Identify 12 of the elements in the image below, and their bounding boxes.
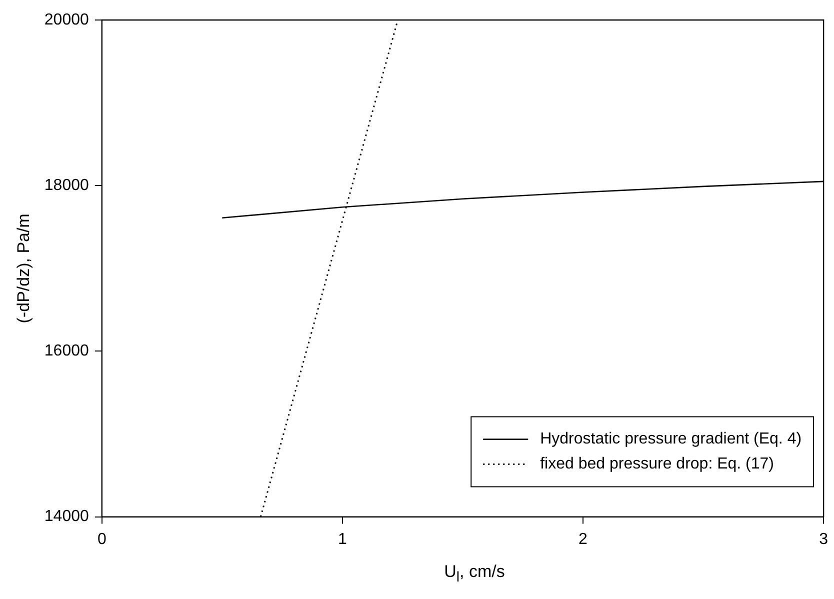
y-tick-label: 14000 (44, 508, 89, 526)
legend-label: fixed bed pressure drop: Eq. (17) (540, 456, 774, 473)
legend-label: Hydrostatic pressure gradient (Eq. 4) (540, 430, 802, 448)
y-tick-label: 18000 (44, 177, 89, 194)
x-axis-title: U$_{l}$, cm/s (443, 562, 506, 586)
x-tick-label: 1 (338, 530, 347, 548)
x-tick-label: 3 (819, 530, 828, 548)
y-tick-label: 16000 (44, 342, 89, 360)
y-axis-title: (-dP/dz), Pa/m (14, 214, 33, 324)
x-tick-label: 0 (97, 530, 106, 548)
y-tick-label: 20000 (44, 11, 89, 28)
x-tick-label: 2 (578, 530, 588, 548)
